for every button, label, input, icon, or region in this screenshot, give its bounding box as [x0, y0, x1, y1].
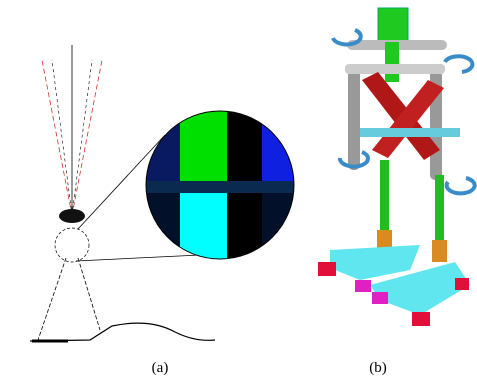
rotation-arrow: [445, 56, 472, 72]
panel-a-drawing: [30, 45, 294, 341]
foot-pad: [355, 280, 371, 292]
zoom-view: [146, 111, 294, 259]
panel-label: (b): [369, 360, 387, 376]
head-blob: [59, 209, 85, 223]
foot-pad: [412, 312, 430, 326]
panel-label: (a): [152, 360, 169, 376]
mid-bar: [360, 128, 460, 137]
red-dash: [72, 60, 102, 215]
block-blue: [262, 111, 294, 181]
ankle: [432, 240, 447, 262]
ground: [30, 323, 215, 341]
block-green: [180, 111, 227, 181]
band: [146, 181, 294, 193]
block-cyan: [180, 193, 227, 259]
foot-pad: [455, 278, 469, 290]
foot-pad: [372, 292, 388, 304]
foot-pad: [318, 262, 336, 276]
torso: [385, 42, 399, 82]
zoom-line: [76, 255, 200, 261]
page: (a) (b) (() => { const data = JSON.parse…: [0, 0, 477, 383]
panel-b-drawing: [318, 8, 475, 326]
zoom-source: [55, 228, 89, 262]
rotation-arrow: [447, 178, 475, 193]
robot-head: [378, 8, 408, 42]
left-foot: [330, 245, 420, 280]
black-dash: [72, 60, 92, 215]
leg: [38, 258, 66, 340]
upper-bar: [345, 64, 445, 74]
figure: (a) (b): [0, 0, 477, 383]
block-black: [227, 111, 262, 181]
leg: [78, 258, 100, 330]
black-dash: [52, 60, 72, 215]
rotation-arrow: [333, 30, 361, 44]
red-dash: [42, 60, 72, 215]
left-column: [348, 70, 360, 170]
